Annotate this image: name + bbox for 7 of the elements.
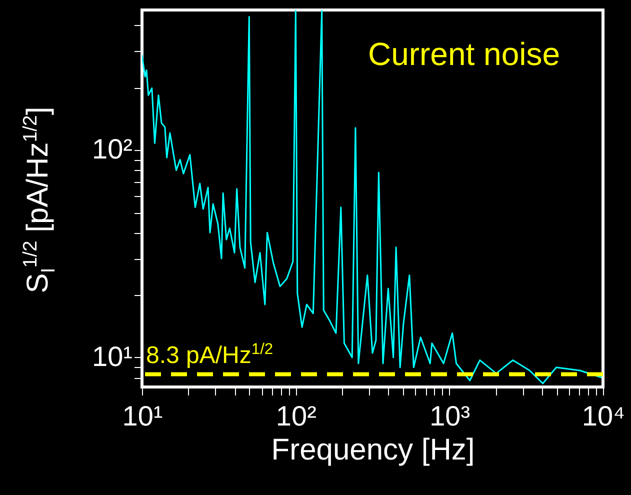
x-tick-label: 10² xyxy=(276,400,316,432)
x-tick-label: 10³ xyxy=(430,400,470,432)
annotation: Current noise xyxy=(368,36,560,72)
ref-line-label: 8.3 pA/Hz$^{1/2}$ xyxy=(146,341,274,370)
x-tick-label: 10¹ xyxy=(122,400,163,432)
x-tick-label: 10⁴ xyxy=(582,400,626,432)
x-axis-title: Frequency [Hz] xyxy=(271,434,475,466)
